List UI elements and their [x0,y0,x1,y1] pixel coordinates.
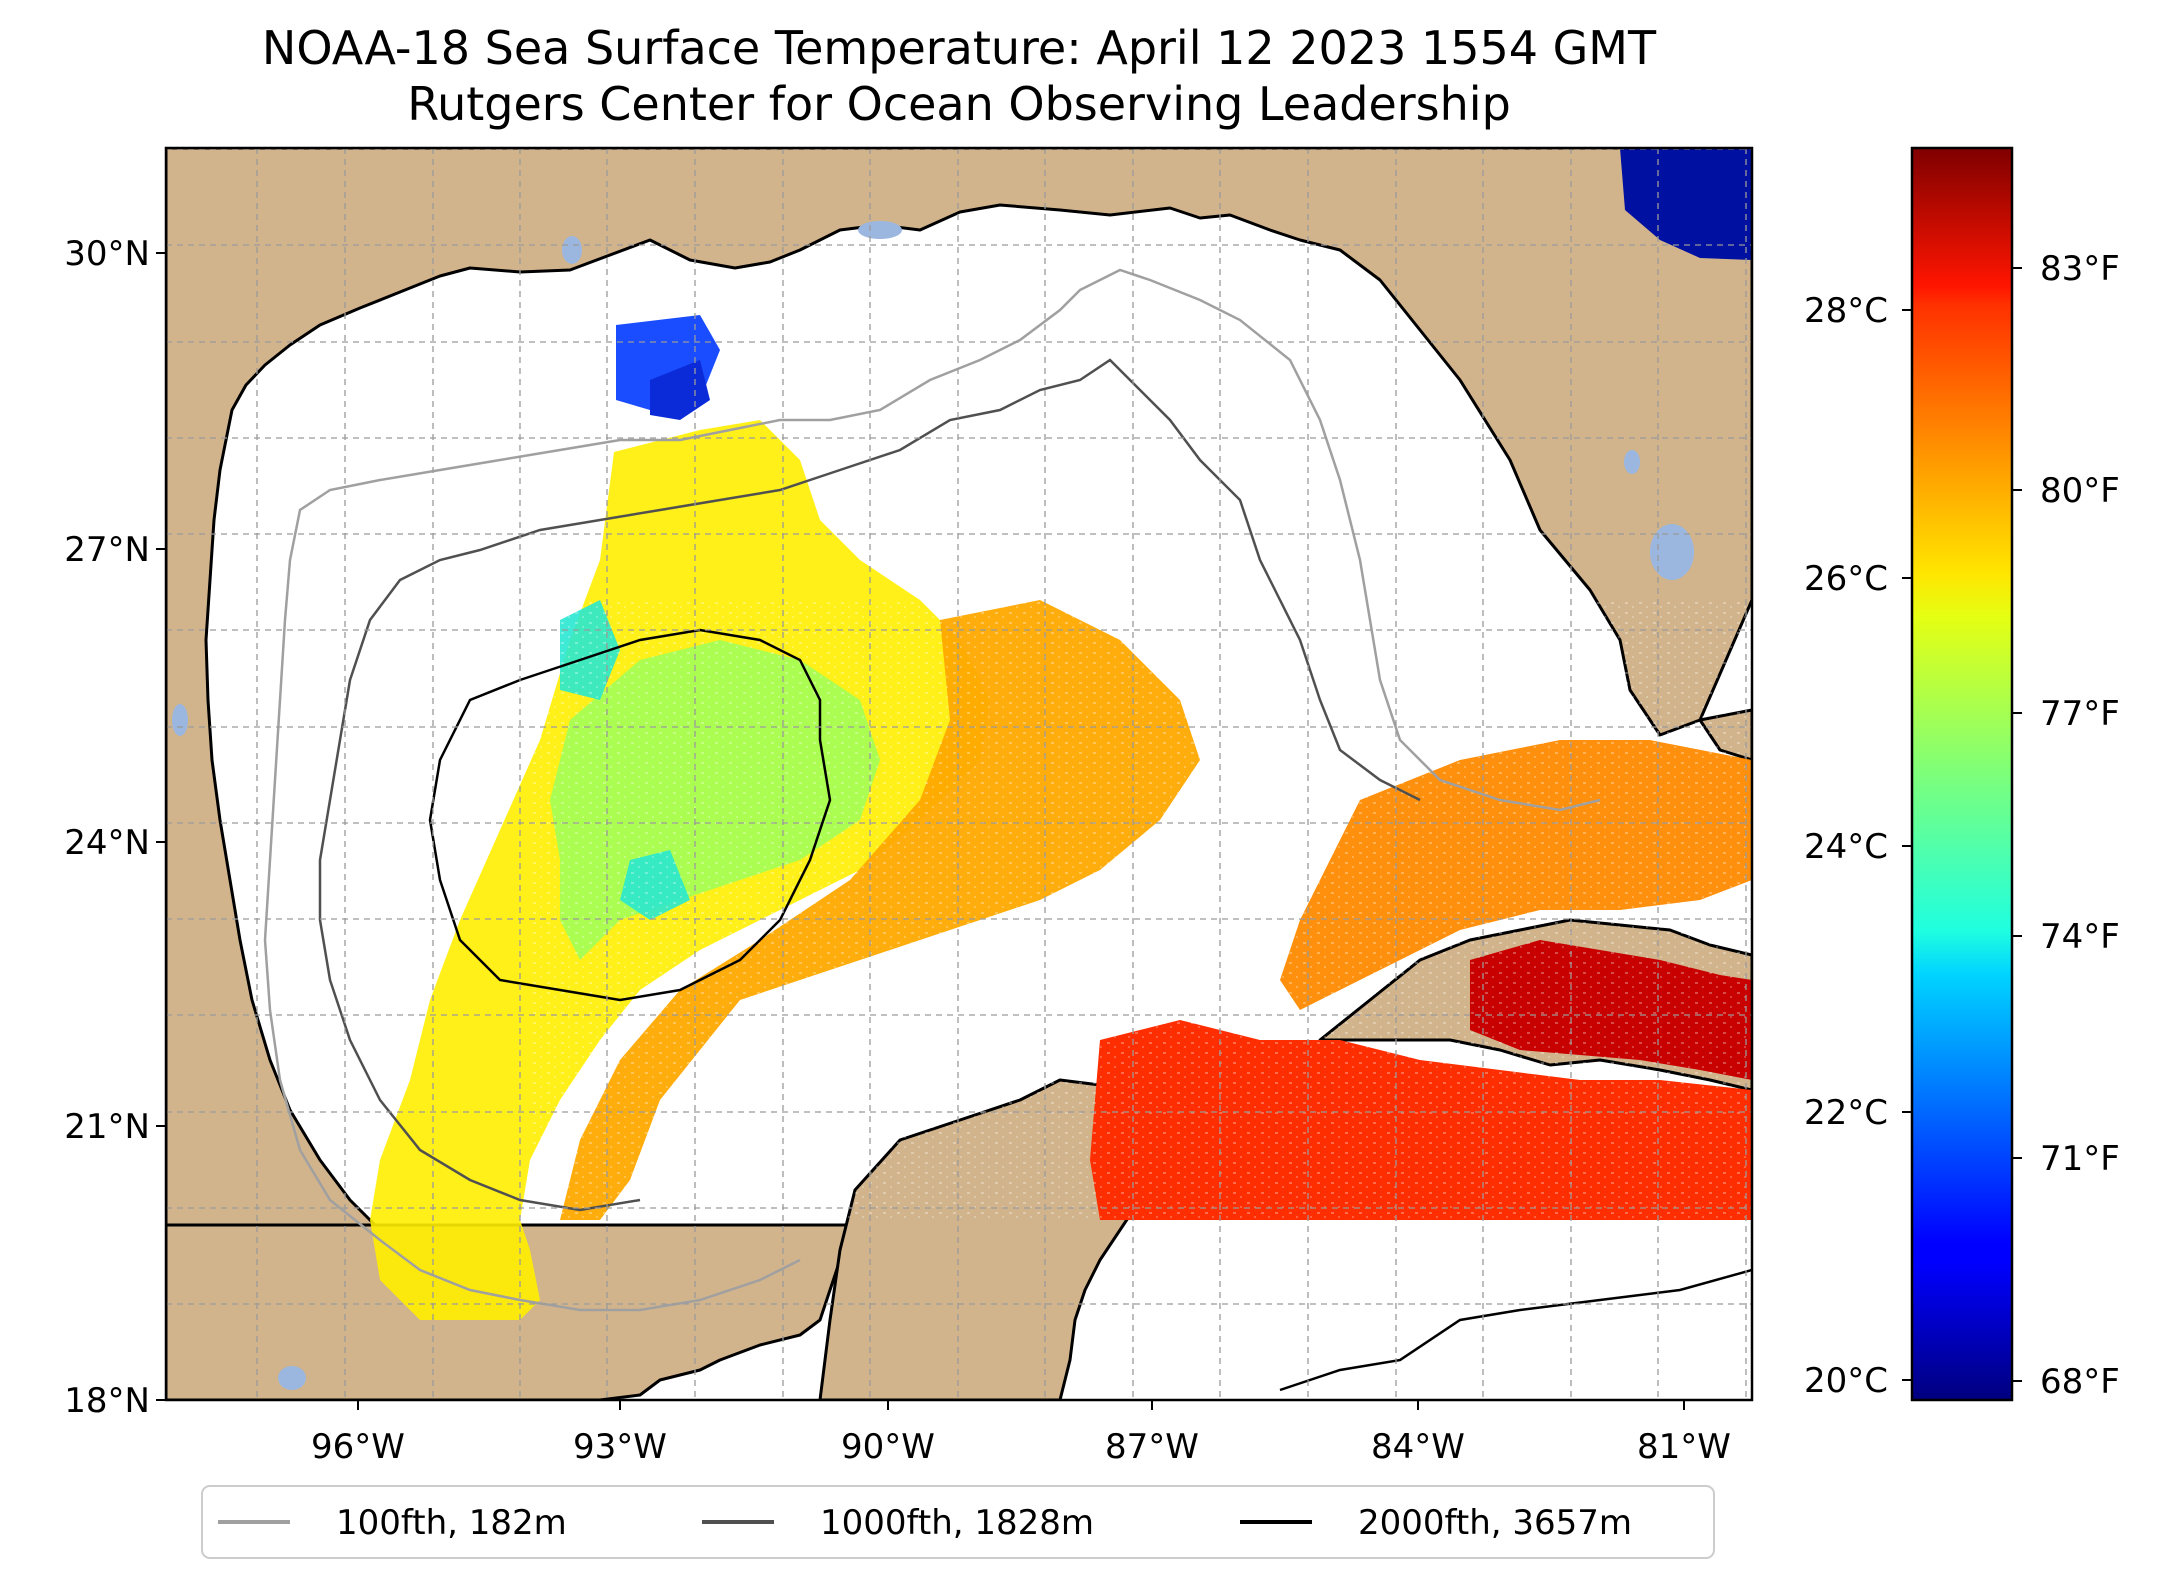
fahrenheit-tick-label-74: 74°F [2040,917,2120,957]
celsius-tick-label-20: 20°C [1804,1361,1888,1401]
legend-box [201,1485,1715,1559]
lakes-layer [172,221,1694,1390]
fahrenheit-tick-label-68: 68°F [2040,1362,2120,1402]
title-line-2: Rutgers Center for Ocean Observing Leade… [407,77,1511,131]
colorbar: 28°C 26°C 24°C 22°C 20°C 83°F 80°F 77°F … [1804,146,2120,1402]
celsius-tick-label-26: 26°C [1804,559,1888,599]
map-frame [164,146,1754,1402]
fahrenheit-tick-label-83: 83°F [2040,249,2120,289]
lat-axis: 30°N 27°N 24°N 21°N 18°N [64,234,166,1421]
colorbar-gradient [1910,146,2014,1402]
isobath-2000fth [428,628,832,1002]
lat-tick-label-30: 30°N [64,234,150,274]
lon-axis: 96°W 93°W 90°W 87°W 84°W 81°W [311,1400,1731,1467]
isobath-2000fth-south [1279,1268,1752,1392]
celsius-tick-label-24: 24°C [1804,827,1888,867]
celsius-tick-label-22: 22°C [1804,1093,1888,1133]
lat-tick-label-24: 24°N [64,823,150,863]
title-line-1: NOAA-18 Sea Surface Temperature: April 1… [262,21,1657,75]
lat-tick-label-18: 18°N [64,1381,150,1421]
lake-south-florida [1624,450,1640,474]
legend-label-2000fth: 2000fth, 3657m [1358,1503,1632,1543]
fahrenheit-tick-label-71: 71°F [2040,1139,2120,1179]
lon-tick-label-87: 87°W [1105,1427,1199,1467]
lake-mexico-coast [172,704,188,736]
lon-tick-label-81: 81°W [1637,1427,1731,1467]
isobath-legend: 100fth, 182m 1000fth, 1828m 2000fth, 365… [201,1485,1715,1559]
sst-speckle-overlay [530,600,1752,1220]
sst-blue-keys [1620,148,1752,260]
lat-tick-label-21: 21°N [64,1107,150,1147]
legend-label-1000fth: 1000fth, 1828m [820,1503,1094,1543]
lake-east-texas [562,236,582,264]
fahrenheit-tick-label-80: 80°F [2040,471,2120,511]
legend-label-100fth: 100fth, 182m [336,1503,567,1543]
fahrenheit-tick-label-77: 77°F [2040,694,2120,734]
lon-tick-label-96: 96°W [311,1427,405,1467]
lake-pontchartrain [858,221,902,239]
map-panel [164,146,1754,1402]
sst-swath-layer [370,148,1752,1320]
isobath-layer [263,268,1752,1392]
lon-tick-label-90: 90°W [841,1427,935,1467]
lake-okeechobee [1650,524,1694,580]
lat-tick-label-27: 27°N [64,530,150,570]
isobath-1000fth [318,358,1421,1212]
lon-tick-label-93: 93°W [573,1427,667,1467]
lon-tick-label-84: 84°W [1371,1427,1465,1467]
celsius-tick-label-28: 28°C [1804,291,1888,331]
isobath-100fth [263,268,1601,1312]
lake-cuba-region [278,1366,306,1390]
